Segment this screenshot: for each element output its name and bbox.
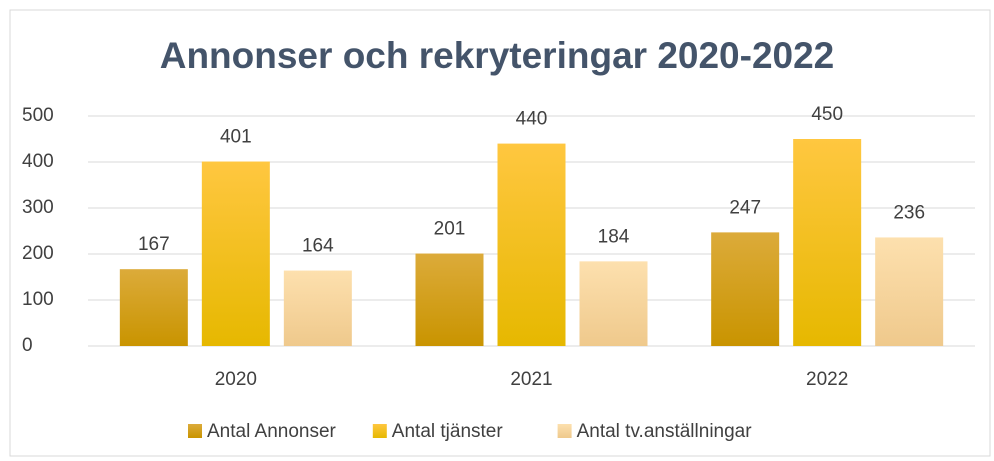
data-label: 401 bbox=[220, 127, 252, 148]
legend-swatch bbox=[372, 424, 387, 438]
data-label: 236 bbox=[893, 202, 925, 223]
legend-label: Antal tjänster bbox=[392, 421, 504, 442]
legend-label: Antal Annonser bbox=[207, 421, 337, 442]
legend-label: Antal tv.anställningar bbox=[577, 421, 753, 442]
legend-swatch bbox=[557, 424, 572, 438]
y-tick-label: 200 bbox=[22, 243, 54, 264]
data-label: 450 bbox=[811, 104, 843, 125]
y-tick-label: 0 bbox=[22, 335, 33, 356]
y-tick-label: 100 bbox=[22, 289, 54, 310]
bar bbox=[415, 253, 484, 346]
bar bbox=[579, 261, 648, 346]
x-tick-label: 2020 bbox=[215, 369, 257, 390]
data-label: 184 bbox=[598, 226, 630, 247]
bar bbox=[201, 161, 270, 346]
data-label: 440 bbox=[516, 109, 548, 130]
y-tick-label: 400 bbox=[22, 151, 54, 172]
bar bbox=[119, 269, 188, 346]
chart-title: Annonser och rekryteringar 2020-2022 bbox=[160, 35, 835, 76]
legend-swatch bbox=[188, 424, 202, 438]
bar bbox=[711, 232, 780, 346]
data-label: 247 bbox=[729, 197, 761, 218]
data-label: 164 bbox=[302, 236, 334, 257]
bar bbox=[793, 139, 862, 346]
bar bbox=[283, 270, 352, 346]
y-tick-label: 500 bbox=[22, 105, 54, 126]
bar bbox=[497, 143, 566, 346]
data-label: 201 bbox=[434, 219, 466, 240]
data-label: 167 bbox=[138, 234, 170, 255]
x-tick-label: 2022 bbox=[806, 369, 848, 390]
x-tick-label: 2021 bbox=[510, 369, 552, 390]
bar bbox=[875, 237, 944, 346]
y-tick-label: 300 bbox=[22, 197, 54, 218]
